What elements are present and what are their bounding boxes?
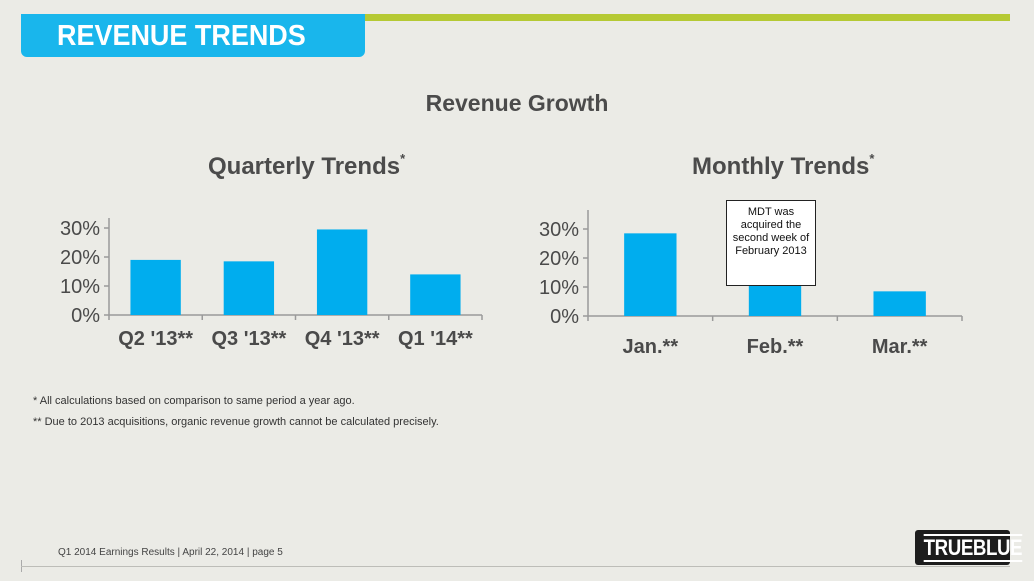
monthly-chart-title-text: Monthly Trends	[692, 153, 870, 180]
monthly-bar-3	[873, 291, 926, 316]
quarterly-bar-2	[223, 261, 275, 315]
page-title: REVENUE TRENDS	[57, 20, 306, 52]
monthly-category-label: Jan.**	[623, 336, 679, 358]
quarterly-y-tick-label: 20%	[60, 247, 100, 269]
quarterly-bar-1	[130, 259, 181, 315]
quarterly-chart-title: Quarterly Trends*	[208, 151, 406, 181]
title-banner: REVENUE TRENDS	[21, 14, 365, 57]
footer-rule	[21, 566, 1010, 567]
monthly-y-tick-label: 10%	[539, 277, 579, 299]
monthly-title-marker: *	[869, 151, 875, 166]
quarterly-title-marker: *	[400, 151, 406, 166]
quarterly-y-tick-label: 0%	[71, 305, 100, 327]
accent-rule	[365, 14, 1010, 21]
monthly-category-label: Feb.**	[747, 336, 804, 358]
quarterly-category-label: Q1 '14**	[398, 328, 473, 350]
acquisition-callout: MDT was acquired the second week of Febr…	[726, 200, 816, 286]
quarterly-category-label: Q2 '13**	[118, 328, 193, 350]
trueblue-logo: TRUEBLUE	[915, 530, 1023, 565]
logo-text: TRUEBLUE	[923, 534, 1023, 562]
monthly-y-tick-label: 0%	[550, 306, 579, 328]
monthly-chart-title: Monthly Trends*	[692, 151, 875, 181]
monthly-y-tick-label: 30%	[539, 219, 579, 241]
footer-text: Q1 2014 Earnings Results | April 22, 201…	[58, 547, 283, 558]
quarterly-y-tick-label: 10%	[60, 276, 100, 298]
quarterly-bar-4	[410, 274, 461, 315]
monthly-y-tick-label: 20%	[539, 248, 579, 270]
footnote-2: ** Due to 2013 acquisitions, organic rev…	[33, 416, 439, 428]
quarterly-y-tick-label: 30%	[60, 218, 100, 240]
quarterly-category-label: Q3 '13**	[211, 328, 286, 350]
monthly-bar-1	[624, 233, 677, 316]
monthly-category-label: Mar.**	[872, 336, 928, 358]
footnote-1: * All calculations based on comparison t…	[33, 395, 355, 407]
monthly-bar-2	[748, 285, 802, 316]
quarterly-chart-title-text: Quarterly Trends	[208, 153, 401, 180]
section-title: Revenue Growth	[425, 90, 609, 116]
quarterly-bar-3	[316, 229, 368, 315]
quarterly-category-label: Q4 '13**	[305, 328, 380, 350]
